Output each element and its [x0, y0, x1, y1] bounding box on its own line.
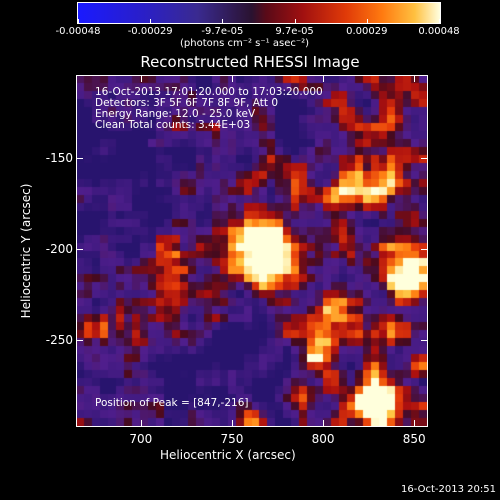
- x-tick-label: 750: [220, 432, 244, 446]
- x-tick-label: 850: [402, 432, 426, 446]
- x-tick-mark: [140, 420, 142, 426]
- detectors-label: Detectors: 3F 5F 6F 7F 8F 9F, Att 0: [95, 97, 279, 109]
- colorbar-tick-mark: [439, 19, 440, 23]
- time-range-label: 16-Oct-2013 17:01:20.000 to 17:03:20.000: [95, 86, 323, 98]
- x-tick-mark: [231, 420, 233, 426]
- y-tick-label: -200: [45, 242, 73, 257]
- colorbar-tick-mark: [366, 19, 368, 23]
- y-tick-mark: [77, 340, 83, 342]
- colorbar-tick-mark: [294, 19, 296, 23]
- colorbar-tick-label: -9.7e-05: [201, 26, 244, 37]
- chart-title: Reconstructed RHESSI Image: [140, 53, 360, 71]
- y-tick-mark: [421, 340, 427, 342]
- y-tick-label: -250: [45, 333, 73, 348]
- colorbar-tick-mark: [222, 19, 224, 23]
- x-tick-mark: [323, 420, 325, 426]
- colorbar: [77, 2, 441, 24]
- timestamp: 16-Oct-2013 20:51: [401, 484, 496, 495]
- x-tick-mark: [323, 76, 325, 82]
- colorbar-tick-label: -0.00048: [55, 26, 101, 37]
- energy-label: Energy Range: 12.0 - 25.0 keV: [95, 108, 256, 120]
- colorbar-tick-label: -0.00029: [127, 26, 173, 37]
- colorbar-tick-label: 0.00048: [418, 26, 460, 37]
- colorbar-tick-mark: [150, 19, 152, 23]
- y-tick-label: -150: [45, 151, 73, 166]
- x-tick-label: 800: [311, 432, 335, 446]
- y-tick-mark: [77, 158, 83, 160]
- x-tick-mark: [231, 76, 233, 82]
- heatmap-image: [77, 76, 427, 426]
- peak-position-label: Position of Peak = [847,-216]: [95, 397, 249, 409]
- colorbar-tick-mark: [78, 19, 79, 23]
- x-tick-mark: [414, 420, 416, 426]
- colorbar-tick-label: 9.7e-05: [275, 26, 314, 37]
- y-tick-mark: [77, 249, 83, 251]
- colorbar-unit: (photons cm⁻² s⁻¹ asec⁻²): [180, 38, 310, 49]
- y-tick-mark: [421, 158, 427, 160]
- clean-label: Clean Total counts: 3.44E+03: [95, 119, 251, 131]
- y-axis-label: Heliocentric Y (arcsec): [19, 183, 33, 319]
- x-tick-label: 700: [129, 432, 153, 446]
- y-tick-mark: [421, 249, 427, 251]
- x-tick-mark: [140, 76, 142, 82]
- x-tick-mark: [414, 76, 416, 82]
- plot-area: 16-Oct-2013 17:01:20.000 to 17:03:20.000…: [76, 75, 428, 427]
- x-axis-label: Heliocentric X (arcsec): [160, 448, 296, 462]
- colorbar-tick-label: 0.00029: [346, 26, 388, 37]
